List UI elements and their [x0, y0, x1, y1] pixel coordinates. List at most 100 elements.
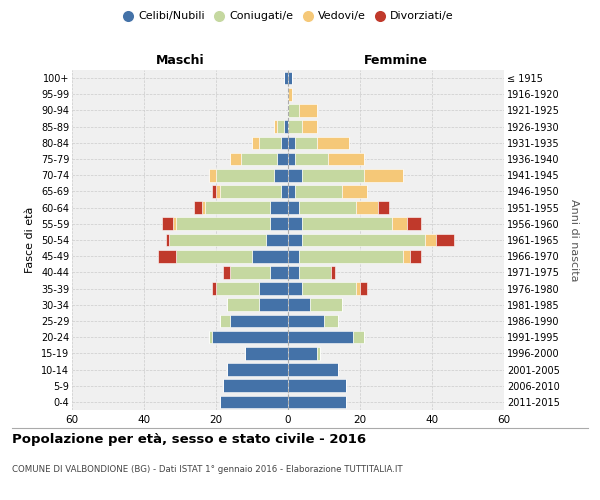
Bar: [360, 282, 367, 295]
Bar: [353, 331, 364, 344]
Bar: [252, 136, 259, 149]
Bar: [266, 234, 288, 246]
Bar: [288, 314, 324, 328]
Bar: [342, 185, 367, 198]
Y-axis label: Fasce di età: Fasce di età: [25, 207, 35, 273]
Bar: [176, 218, 270, 230]
Bar: [259, 136, 281, 149]
Bar: [270, 266, 288, 278]
Bar: [284, 72, 288, 85]
Bar: [220, 314, 230, 328]
Bar: [317, 136, 349, 149]
Bar: [173, 218, 176, 230]
Bar: [162, 218, 173, 230]
Bar: [288, 347, 317, 360]
Bar: [281, 136, 288, 149]
Bar: [277, 120, 284, 133]
Bar: [169, 234, 266, 246]
Bar: [295, 136, 317, 149]
Bar: [216, 169, 274, 181]
Bar: [230, 266, 270, 278]
Bar: [288, 136, 295, 149]
Bar: [270, 218, 288, 230]
Bar: [274, 120, 277, 133]
Bar: [220, 396, 288, 408]
Bar: [220, 185, 281, 198]
Bar: [223, 380, 288, 392]
Bar: [295, 152, 328, 166]
Bar: [209, 331, 212, 344]
Bar: [227, 298, 259, 311]
Bar: [205, 202, 270, 214]
Bar: [324, 314, 338, 328]
Bar: [328, 152, 364, 166]
Legend: Celibi/Nubili, Coniugati/e, Vedovi/e, Divorziati/e: Celibi/Nubili, Coniugati/e, Vedovi/e, Di…: [119, 8, 457, 24]
Bar: [288, 250, 299, 262]
Bar: [364, 169, 403, 181]
Bar: [288, 234, 302, 246]
Bar: [194, 202, 202, 214]
Bar: [202, 202, 205, 214]
Text: Femmine: Femmine: [364, 54, 428, 67]
Bar: [216, 185, 220, 198]
Bar: [209, 169, 216, 181]
Bar: [277, 152, 288, 166]
Bar: [299, 250, 403, 262]
Bar: [259, 282, 288, 295]
Bar: [302, 120, 317, 133]
Bar: [176, 250, 252, 262]
Bar: [288, 331, 353, 344]
Bar: [288, 218, 302, 230]
Bar: [212, 185, 216, 198]
Bar: [436, 234, 454, 246]
Bar: [288, 363, 338, 376]
Bar: [288, 120, 302, 133]
Y-axis label: Anni di nascita: Anni di nascita: [569, 198, 579, 281]
Bar: [356, 282, 360, 295]
Bar: [299, 266, 331, 278]
Bar: [288, 88, 292, 101]
Text: Popolazione per età, sesso e stato civile - 2016: Popolazione per età, sesso e stato civil…: [12, 432, 366, 446]
Text: Maschi: Maschi: [155, 54, 205, 67]
Text: COMUNE DI VALBONDIONE (BG) - Dati ISTAT 1° gennaio 2016 - Elaborazione TUTTITALI: COMUNE DI VALBONDIONE (BG) - Dati ISTAT …: [12, 466, 403, 474]
Bar: [288, 266, 299, 278]
Bar: [403, 250, 410, 262]
Bar: [288, 72, 292, 85]
Bar: [230, 314, 288, 328]
Bar: [245, 347, 288, 360]
Bar: [288, 152, 295, 166]
Bar: [227, 363, 288, 376]
Bar: [310, 298, 342, 311]
Bar: [302, 218, 392, 230]
Bar: [317, 347, 320, 360]
Bar: [212, 282, 216, 295]
Bar: [288, 169, 302, 181]
Bar: [302, 282, 356, 295]
Bar: [270, 202, 288, 214]
Bar: [392, 218, 407, 230]
Bar: [288, 282, 302, 295]
Bar: [288, 202, 299, 214]
Bar: [299, 104, 317, 117]
Bar: [166, 234, 169, 246]
Bar: [410, 250, 421, 262]
Bar: [241, 152, 277, 166]
Bar: [230, 152, 241, 166]
Bar: [302, 169, 364, 181]
Bar: [425, 234, 436, 246]
Bar: [302, 234, 425, 246]
Bar: [281, 185, 288, 198]
Bar: [331, 266, 335, 278]
Bar: [288, 396, 346, 408]
Bar: [288, 104, 299, 117]
Bar: [295, 185, 342, 198]
Bar: [288, 380, 346, 392]
Bar: [259, 298, 288, 311]
Bar: [378, 202, 389, 214]
Bar: [284, 120, 288, 133]
Bar: [407, 218, 421, 230]
Bar: [299, 202, 356, 214]
Bar: [216, 282, 259, 295]
Bar: [223, 266, 230, 278]
Bar: [288, 185, 295, 198]
